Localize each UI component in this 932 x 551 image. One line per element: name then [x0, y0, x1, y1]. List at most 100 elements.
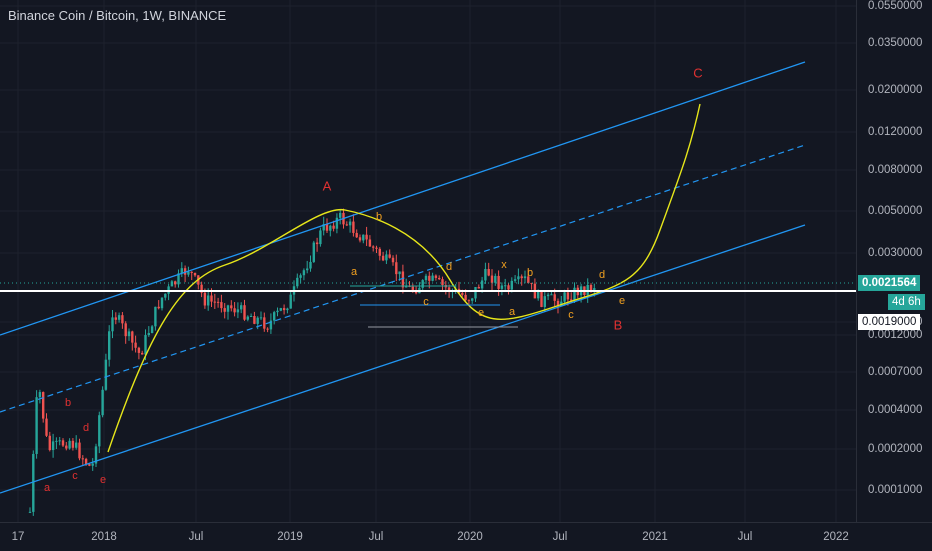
candle-body: [329, 225, 332, 231]
candle-body: [220, 302, 223, 309]
candle-body: [570, 299, 573, 301]
time-tick-label: 2018: [91, 531, 117, 543]
candle-body: [28, 511, 32, 513]
candle-body: [240, 305, 243, 310]
candle-body: [391, 257, 395, 263]
candle-body: [263, 317, 266, 329]
wave-label-minor: a: [43, 482, 51, 494]
candle-body: [477, 287, 480, 289]
candle-body: [256, 317, 259, 324]
candle-body: [114, 317, 117, 320]
wave-label-major: B: [613, 317, 623, 333]
candle-body: [474, 287, 477, 299]
candle-body: [368, 239, 372, 247]
chart-title: Binance Coin / Bitcoin, 1W, BINANCE: [8, 8, 227, 23]
candle-body: [243, 305, 246, 320]
candle-body: [563, 292, 566, 302]
arc-curve[interactable]: [107, 103, 701, 453]
candle-body: [207, 295, 210, 306]
candle-body: [550, 294, 553, 296]
candle-body: [467, 300, 471, 302]
candle-body: [147, 333, 150, 336]
candle-body: [88, 464, 91, 466]
candle-body: [121, 315, 124, 324]
price-tick-label: 0.0350000: [868, 37, 923, 49]
candle-body: [530, 282, 533, 284]
last-price-tag: 0.0021564: [858, 275, 921, 291]
candle-body: [58, 440, 61, 442]
candle-body: [223, 308, 226, 312]
price-tick-label: 0.0120000: [868, 126, 923, 138]
candle-body: [104, 359, 108, 390]
candle-body: [51, 441, 55, 451]
candle-body: [553, 294, 556, 301]
channel-middle-line[interactable]: [0, 144, 806, 413]
candle-body: [573, 287, 576, 301]
candle-body: [226, 305, 230, 312]
candle-body: [335, 217, 339, 229]
wave-label-minor: e: [618, 295, 626, 307]
candle-body: [174, 281, 177, 285]
candle-body: [108, 331, 111, 360]
candle-body: [540, 290, 543, 307]
candle-body: [375, 247, 378, 249]
candle-body: [269, 320, 273, 330]
candle-body: [302, 270, 306, 276]
countdown-tag: 4d 6h: [888, 294, 925, 310]
candle-body: [45, 418, 48, 436]
candle-body: [216, 301, 220, 303]
candle-body: [150, 326, 154, 334]
price-tick-label: 0.0030000: [868, 247, 923, 259]
candle-body: [144, 335, 147, 355]
time-tick-label: 2022: [823, 531, 849, 543]
candle-body: [296, 277, 299, 287]
candle-body: [273, 312, 276, 321]
candle-body: [586, 284, 589, 296]
wave-label-major: C: [693, 65, 703, 81]
channel-lower-line[interactable]: [0, 224, 806, 494]
price-tick-label: 0.0080000: [868, 164, 923, 176]
candle-body: [127, 331, 131, 337]
candle-body: [484, 268, 487, 281]
candle-body: [372, 246, 375, 248]
time-axis[interactable]: [0, 522, 932, 551]
candle-body: [405, 285, 408, 288]
price-tick-label: 0.0012000: [868, 329, 923, 341]
candle-body: [124, 323, 127, 337]
candle-body: [504, 285, 507, 287]
candle-body: [61, 440, 65, 446]
price-axis[interactable]: [856, 0, 932, 522]
price-tick-label: 0.0004000: [868, 404, 923, 416]
candle-body: [447, 287, 451, 292]
channel-upper-line[interactable]: [0, 61, 806, 336]
candle-body: [381, 255, 385, 261]
candle-body: [193, 272, 197, 276]
candle-body: [494, 275, 497, 283]
wave-label-minor: c: [72, 470, 78, 482]
candle-body: [428, 275, 431, 281]
candle-body: [513, 279, 517, 281]
candle-body: [200, 284, 203, 293]
candle-body: [177, 273, 180, 285]
candle-body: [464, 294, 467, 301]
candle-body: [523, 276, 527, 279]
candle-body: [68, 440, 71, 449]
time-tick-label: 2020: [457, 531, 483, 543]
candle-body: [286, 308, 289, 311]
candle-body: [471, 298, 474, 301]
horizontal-level-tag: 0.0019000: [858, 314, 921, 330]
candle-body: [480, 280, 484, 289]
candle-body: [111, 317, 114, 332]
candle-body: [520, 276, 523, 279]
candle-body: [352, 221, 355, 233]
wave-label-minor: e: [477, 307, 485, 319]
wave-label-minor: a: [508, 306, 516, 318]
time-tick-label: Jul: [737, 531, 753, 543]
price-tick-label: 0.0002000: [868, 443, 923, 455]
price-tick-label: 0.0007000: [868, 366, 923, 378]
candle-body: [266, 328, 269, 330]
candle-body: [424, 275, 428, 281]
candle-body: [312, 242, 315, 262]
candle-body: [385, 254, 388, 261]
